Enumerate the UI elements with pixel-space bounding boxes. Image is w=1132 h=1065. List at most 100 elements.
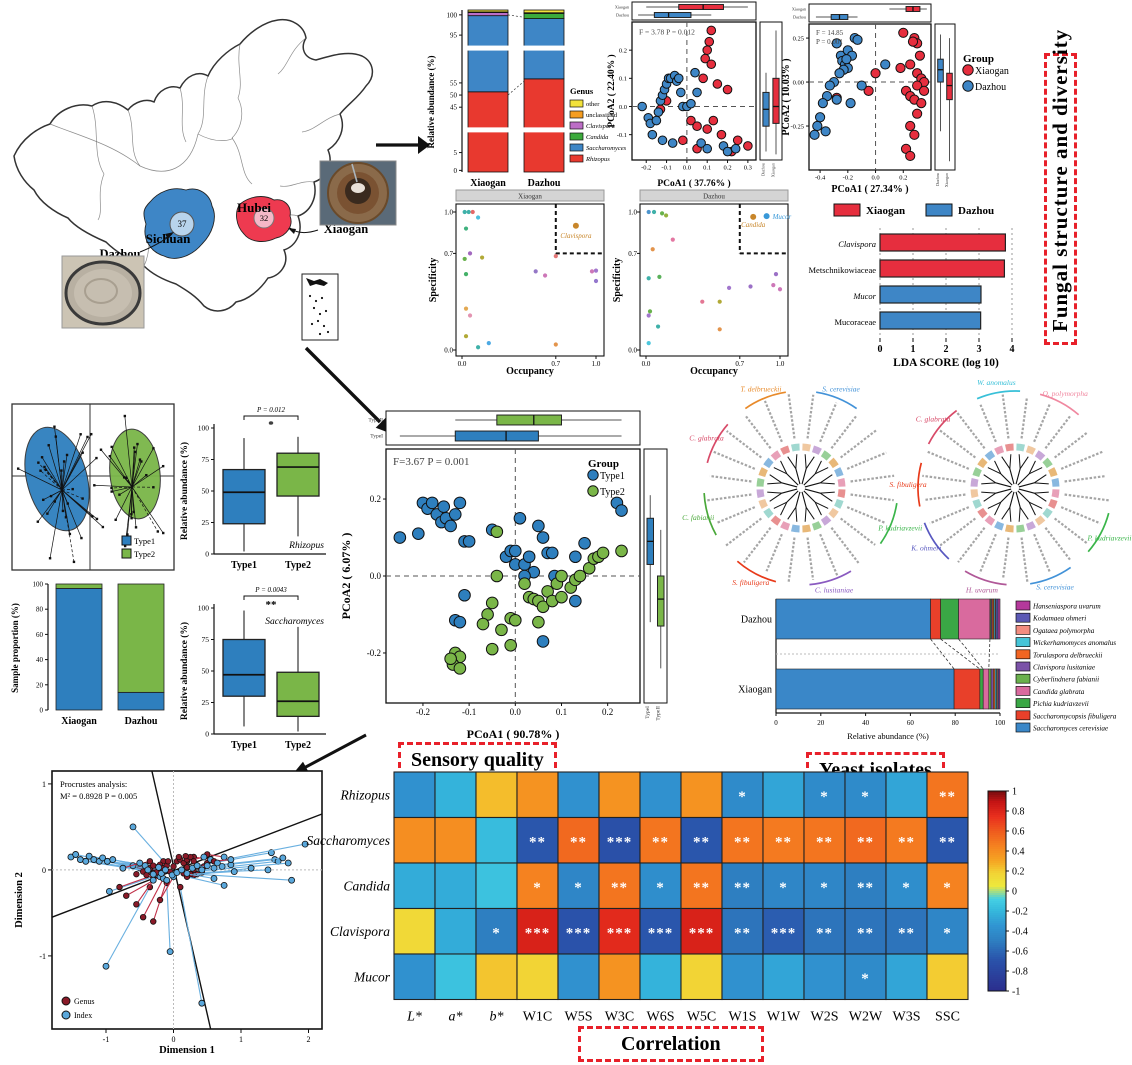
- specificity-dazhou-panel: Dazhou 0.0 0.0 0.7 0.7 1.0 1.0 Candida Mucor Occu…: [610, 188, 794, 396]
- lda-svg: Xiaogan Dazhou Clavispora Metschnikowiaceae…: [809, 203, 1015, 369]
- svg-text:PCoA1 ( 37.76% ): PCoA1 ( 37.76% ): [657, 178, 730, 189]
- svg-text:-0.4: -0.4: [815, 175, 826, 182]
- svg-text:100: 100: [198, 424, 210, 433]
- svg-text:*: *: [492, 925, 501, 941]
- svg-text:Xiaogan: Xiaogan: [615, 5, 630, 10]
- svg-text:Dazhou: Dazhou: [741, 615, 772, 626]
- svg-text:P = 0.0043: P = 0.0043: [254, 586, 287, 594]
- svg-text:50: 50: [450, 92, 458, 100]
- svg-text:Dazhou: Dazhou: [528, 178, 561, 189]
- phylo-tree-left: S. cerevisiae T. delbrueckii C. glabrata C.…: [682, 380, 922, 600]
- svg-text:1.0: 1.0: [628, 209, 637, 217]
- svg-text:45: 45: [450, 104, 458, 112]
- svg-text:Dazhou: Dazhou: [975, 82, 1006, 93]
- svg-text:*: *: [943, 880, 952, 896]
- svg-text:Group: Group: [963, 53, 994, 65]
- svg-text:***: ***: [607, 925, 633, 941]
- svg-text:Rhizopus: Rhizopus: [339, 787, 390, 802]
- yeastleg-svg: Hanseniaspora uvarum Kodamaea ohmeri Ogata…: [1015, 600, 1117, 733]
- svg-text:W. anomalus: W. anomalus: [977, 378, 1016, 387]
- svg-text:0: 0: [774, 719, 778, 727]
- svg-text:**: **: [898, 834, 915, 850]
- svg-text:b*: b*: [490, 1010, 504, 1025]
- svg-text:0.2: 0.2: [723, 165, 731, 172]
- svg-text:1: 1: [239, 1035, 243, 1044]
- arrow-right-icon: [374, 128, 430, 162]
- svg-text:25: 25: [202, 518, 210, 527]
- svg-text:60: 60: [36, 631, 44, 639]
- pcoa-bray-panel: -0.2 -0.1 0.0 0.1 0.2 0.3 -0.1 0.0 0.1 0.2 F = 3.7…: [606, 0, 784, 192]
- svg-text:-0.6: -0.6: [1012, 947, 1028, 958]
- svg-text:F = 14.85: F = 14.85: [816, 29, 844, 37]
- svg-text:Xiaogan: Xiaogan: [738, 685, 772, 696]
- svg-text:**: **: [816, 834, 833, 850]
- svg-text:***: ***: [525, 925, 551, 941]
- svg-text:4: 4: [1010, 344, 1015, 355]
- svg-text:C. fabianii: C. fabianii: [682, 513, 714, 522]
- svg-text:32: 32: [260, 213, 269, 223]
- svg-text:Candida: Candida: [343, 878, 390, 893]
- svg-text:Saccharomyces: Saccharomyces: [307, 833, 390, 848]
- yeast-abundance-chart: 0 20 40 60 80 100 Dazhou Xiaogan Relative abunda…: [738, 593, 1014, 745]
- svg-text:Metschnikowiaceae: Metschnikowiaceae: [809, 265, 877, 275]
- svg-text:1.0: 1.0: [776, 360, 785, 368]
- svg-text:PCoA2 ( 6.07% ): PCoA2 ( 6.07% ): [339, 533, 353, 620]
- svg-text:Candida: Candida: [586, 134, 608, 141]
- svg-text:0.0: 0.0: [444, 347, 453, 355]
- svg-text:0: 0: [205, 550, 209, 559]
- svg-text:-1: -1: [39, 952, 46, 961]
- svg-text:***: ***: [771, 925, 797, 941]
- svg-text:Dazhou: Dazhou: [125, 716, 158, 727]
- svg-text:Occupancy: Occupancy: [690, 366, 738, 377]
- svg-text:Sample proportion (%): Sample proportion (%): [10, 603, 20, 693]
- svg-text:PCoA1 ( 27.34% ): PCoA1 ( 27.34% ): [831, 184, 908, 195]
- svg-text:*: *: [861, 789, 870, 805]
- svg-text:W5C: W5C: [687, 1010, 717, 1025]
- svg-text:L*: L*: [406, 1010, 422, 1025]
- svg-text:**: **: [775, 834, 792, 850]
- svg-text:0.1: 0.1: [619, 76, 627, 83]
- svg-text:0.7: 0.7: [444, 250, 453, 258]
- pcoaB-svg: -0.4 -0.2 0.0 0.2 -0.25 0.00 0.25 F = 14.85P = …: [781, 3, 1009, 195]
- svg-text:other: other: [586, 101, 600, 108]
- svg-text:SSC: SSC: [935, 1010, 960, 1025]
- svg-text:*: *: [902, 880, 911, 896]
- svg-text:Dimension 1: Dimension 1: [159, 1045, 215, 1056]
- svg-text:-0.4: -0.4: [1012, 927, 1028, 938]
- svg-text:Specificity: Specificity: [612, 258, 623, 302]
- svg-text:*: *: [820, 880, 829, 896]
- svg-text:20: 20: [36, 681, 44, 689]
- svg-text:0.2: 0.2: [899, 175, 907, 182]
- svg-text:0.2: 0.2: [602, 707, 613, 717]
- svg-text:S. fibuligera: S. fibuligera: [732, 578, 769, 587]
- svg-text:Hubei: Hubei: [237, 200, 271, 215]
- saccharomyces-boxplot: 0 25 50 75 100 Type1 Type2 P = 0.0043 ** Relative…: [178, 578, 330, 766]
- svg-text:Torulaspora delbrueckii: Torulaspora delbrueckii: [1033, 651, 1102, 659]
- svg-text:***: ***: [607, 834, 633, 850]
- procrustes-plot: -1 0 1 2 -1 0 1 Procrustes analysis: M² = 0.8928…: [12, 763, 336, 1065]
- svg-text:T. delbrueckii: T. delbrueckii: [740, 384, 781, 393]
- svg-text:100: 100: [198, 604, 210, 613]
- svg-text:**: **: [816, 925, 833, 941]
- svg-text:40: 40: [862, 719, 870, 727]
- svg-text:Xiaogan: Xiaogan: [771, 162, 776, 177]
- china-map: 3732SichuanHubeiDazhouXiaogan: [0, 6, 402, 358]
- svg-text:1.0: 1.0: [444, 209, 453, 217]
- svg-text:20: 20: [817, 719, 825, 727]
- svg-text:Clavispora: Clavispora: [586, 123, 615, 130]
- svg-text:0.2: 0.2: [619, 47, 627, 54]
- svg-text:H. uvarum: H. uvarum: [965, 585, 999, 594]
- svg-text:-0.25: -0.25: [790, 123, 804, 130]
- svg-text:Type1: Type1: [231, 740, 257, 751]
- svg-text:S. cerevisiae: S. cerevisiae: [822, 384, 860, 393]
- svg-text:Wickerhamomyces anomalus: Wickerhamomyces anomalus: [1033, 639, 1116, 647]
- svg-text:Mucor: Mucor: [772, 213, 792, 221]
- svg-text:Type1: Type1: [134, 536, 155, 546]
- svg-text:3: 3: [977, 344, 982, 355]
- svg-text:unclassified: unclassified: [586, 112, 618, 119]
- svg-text:Xiaogan: Xiaogan: [975, 66, 1009, 77]
- heatmap-colorbar: 1 0.8 0.6 0.4 0.2 0 -0.2 -0.4 -0.6 -0.8 -1: [982, 783, 1060, 1015]
- yeast-legend: Hanseniaspora uvarum Kodamaea ohmeri Ogata…: [1014, 597, 1132, 739]
- svg-text:Specificity: Specificity: [428, 258, 439, 302]
